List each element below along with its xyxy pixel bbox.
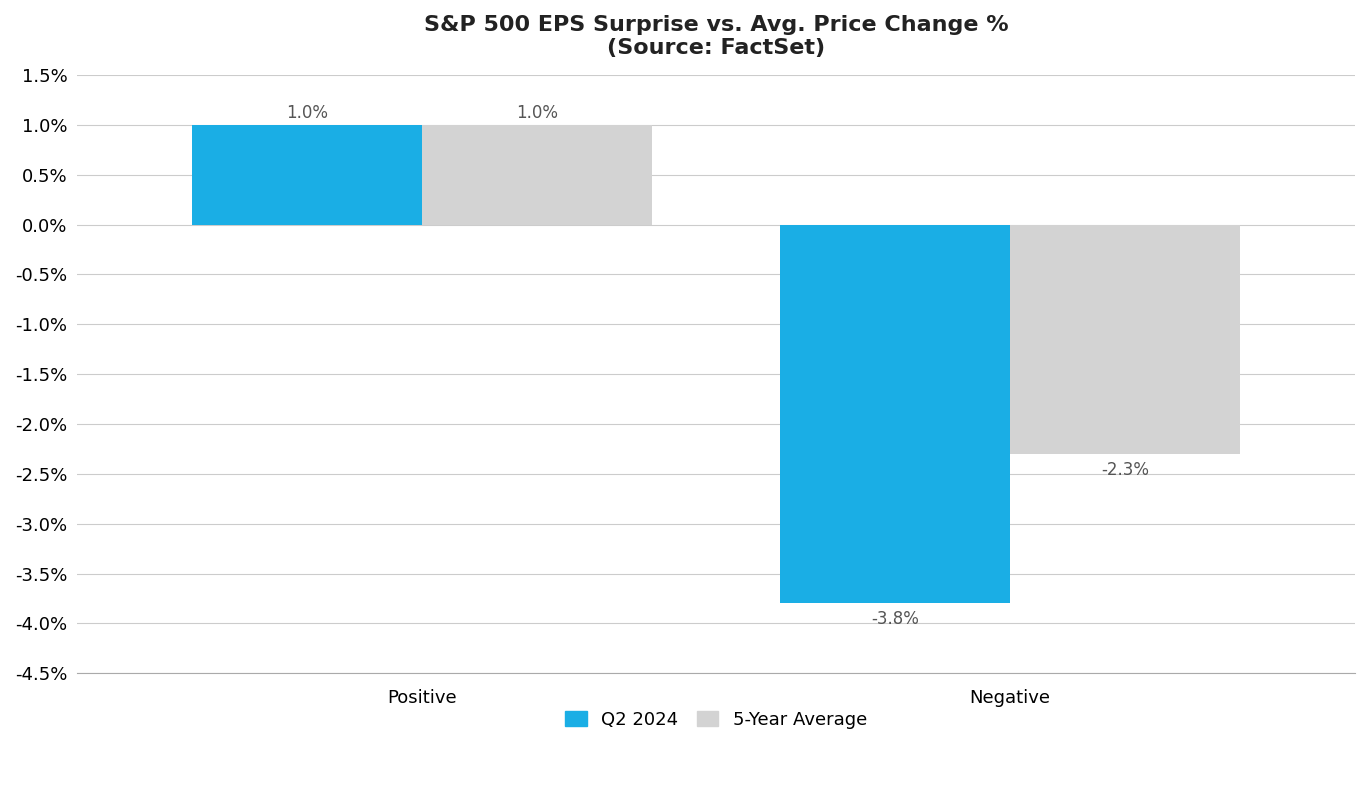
Bar bbox=[192, 125, 422, 225]
Text: 1.0%: 1.0% bbox=[286, 104, 329, 122]
Text: -3.8%: -3.8% bbox=[871, 611, 919, 628]
Bar bbox=[1010, 225, 1240, 454]
Legend: Q2 2024, 5-Year Average: Q2 2024, 5-Year Average bbox=[558, 703, 874, 736]
Text: 1.0%: 1.0% bbox=[516, 104, 558, 122]
Title: S&P 500 EPS Surprise vs. Avg. Price Change %
(Source: FactSet): S&P 500 EPS Surprise vs. Avg. Price Chan… bbox=[423, 15, 1008, 58]
Text: -2.3%: -2.3% bbox=[1101, 461, 1149, 479]
Bar bbox=[780, 225, 1010, 604]
Bar bbox=[422, 125, 652, 225]
